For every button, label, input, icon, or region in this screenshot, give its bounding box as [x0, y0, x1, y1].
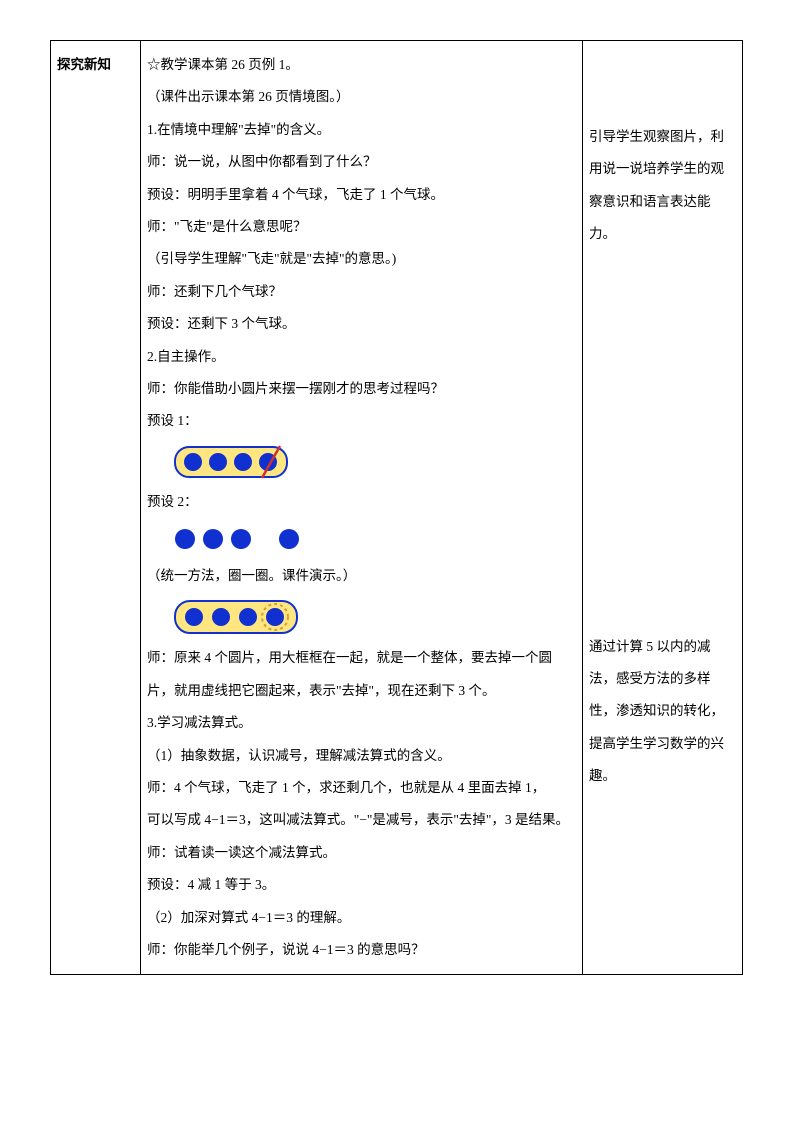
- note: 引导学生观察图片，利用说一说培养学生的观察意识和语言表达能力。: [589, 121, 736, 251]
- line: 可以写成 4−1＝3，这叫减法算式。"−"是减号，表示"去掉"，3 是结果。: [147, 804, 576, 836]
- diagram-2: [171, 524, 576, 554]
- line: 预设：还剩下 3 个气球。: [147, 308, 576, 340]
- line: （2）加深对算式 4−1＝3 的理解。: [147, 902, 576, 934]
- line: 预设 1：: [147, 405, 576, 437]
- line: 师：你能借助小圆片来摆一摆刚才的思考过程吗？: [147, 373, 576, 405]
- line: 师：4 个气球，飞走了 1 个，求还剩几个，也就是从 4 里面去掉 1，: [147, 772, 576, 804]
- line: 师：你能举几个例子，说说 4−1＝3 的意思吗？: [147, 934, 576, 966]
- note: 通过计算 5 以内的减法，感受方法的多样性，渗透知识的转化，提高学生学习数学的兴…: [589, 631, 736, 793]
- line: 预设 2：: [147, 486, 576, 518]
- content-cell: ☆教学课本第 26 页例 1。 （课件出示课本第 26 页情境图。） 1.在情境…: [141, 41, 583, 975]
- line: 预设：4 减 1 等于 3。: [147, 869, 576, 901]
- notes-cell: 引导学生观察图片，利用说一说培养学生的观察意识和语言表达能力。 通过计算 5 以…: [583, 41, 743, 975]
- line: 1.在情境中理解"去掉"的含义。: [147, 114, 576, 146]
- line: ☆教学课本第 26 页例 1。: [147, 49, 576, 81]
- line: （引导学生理解"飞走"就是"去掉"的意思。): [147, 243, 576, 275]
- diagram-3: [171, 598, 576, 636]
- diagram-1: [171, 444, 576, 480]
- line: 预设：明明手里拿着 4 个气球，飞走了 1 个气球。: [147, 179, 576, 211]
- line: （课件出示课本第 26 页情境图。）: [147, 81, 576, 113]
- line: 3.学习减法算式。: [147, 707, 576, 739]
- line: 师："飞走"是什么意思呢？: [147, 211, 576, 243]
- line: （1）抽象数据，认识减号，理解减法算式的含义。: [147, 740, 576, 772]
- line: 师：试着读一读这个减法算式。: [147, 837, 576, 869]
- line: 师：还剩下几个气球？: [147, 276, 576, 308]
- line: 2.自主操作。: [147, 341, 576, 373]
- lesson-table: 探究新知 ☆教学课本第 26 页例 1。 （课件出示课本第 26 页情境图。） …: [50, 40, 743, 975]
- line: 师：说一说，从图中你都看到了什么？: [147, 146, 576, 178]
- section-heading: 探究新知: [57, 57, 111, 72]
- line: 师：原来 4 个圆片，用大框框在一起，就是一个整体，要去掉一个圆片，就用虚线把它…: [147, 642, 576, 707]
- line: （统一方法，圈一圈。课件演示。）: [147, 560, 576, 592]
- section-heading-cell: 探究新知: [51, 41, 141, 975]
